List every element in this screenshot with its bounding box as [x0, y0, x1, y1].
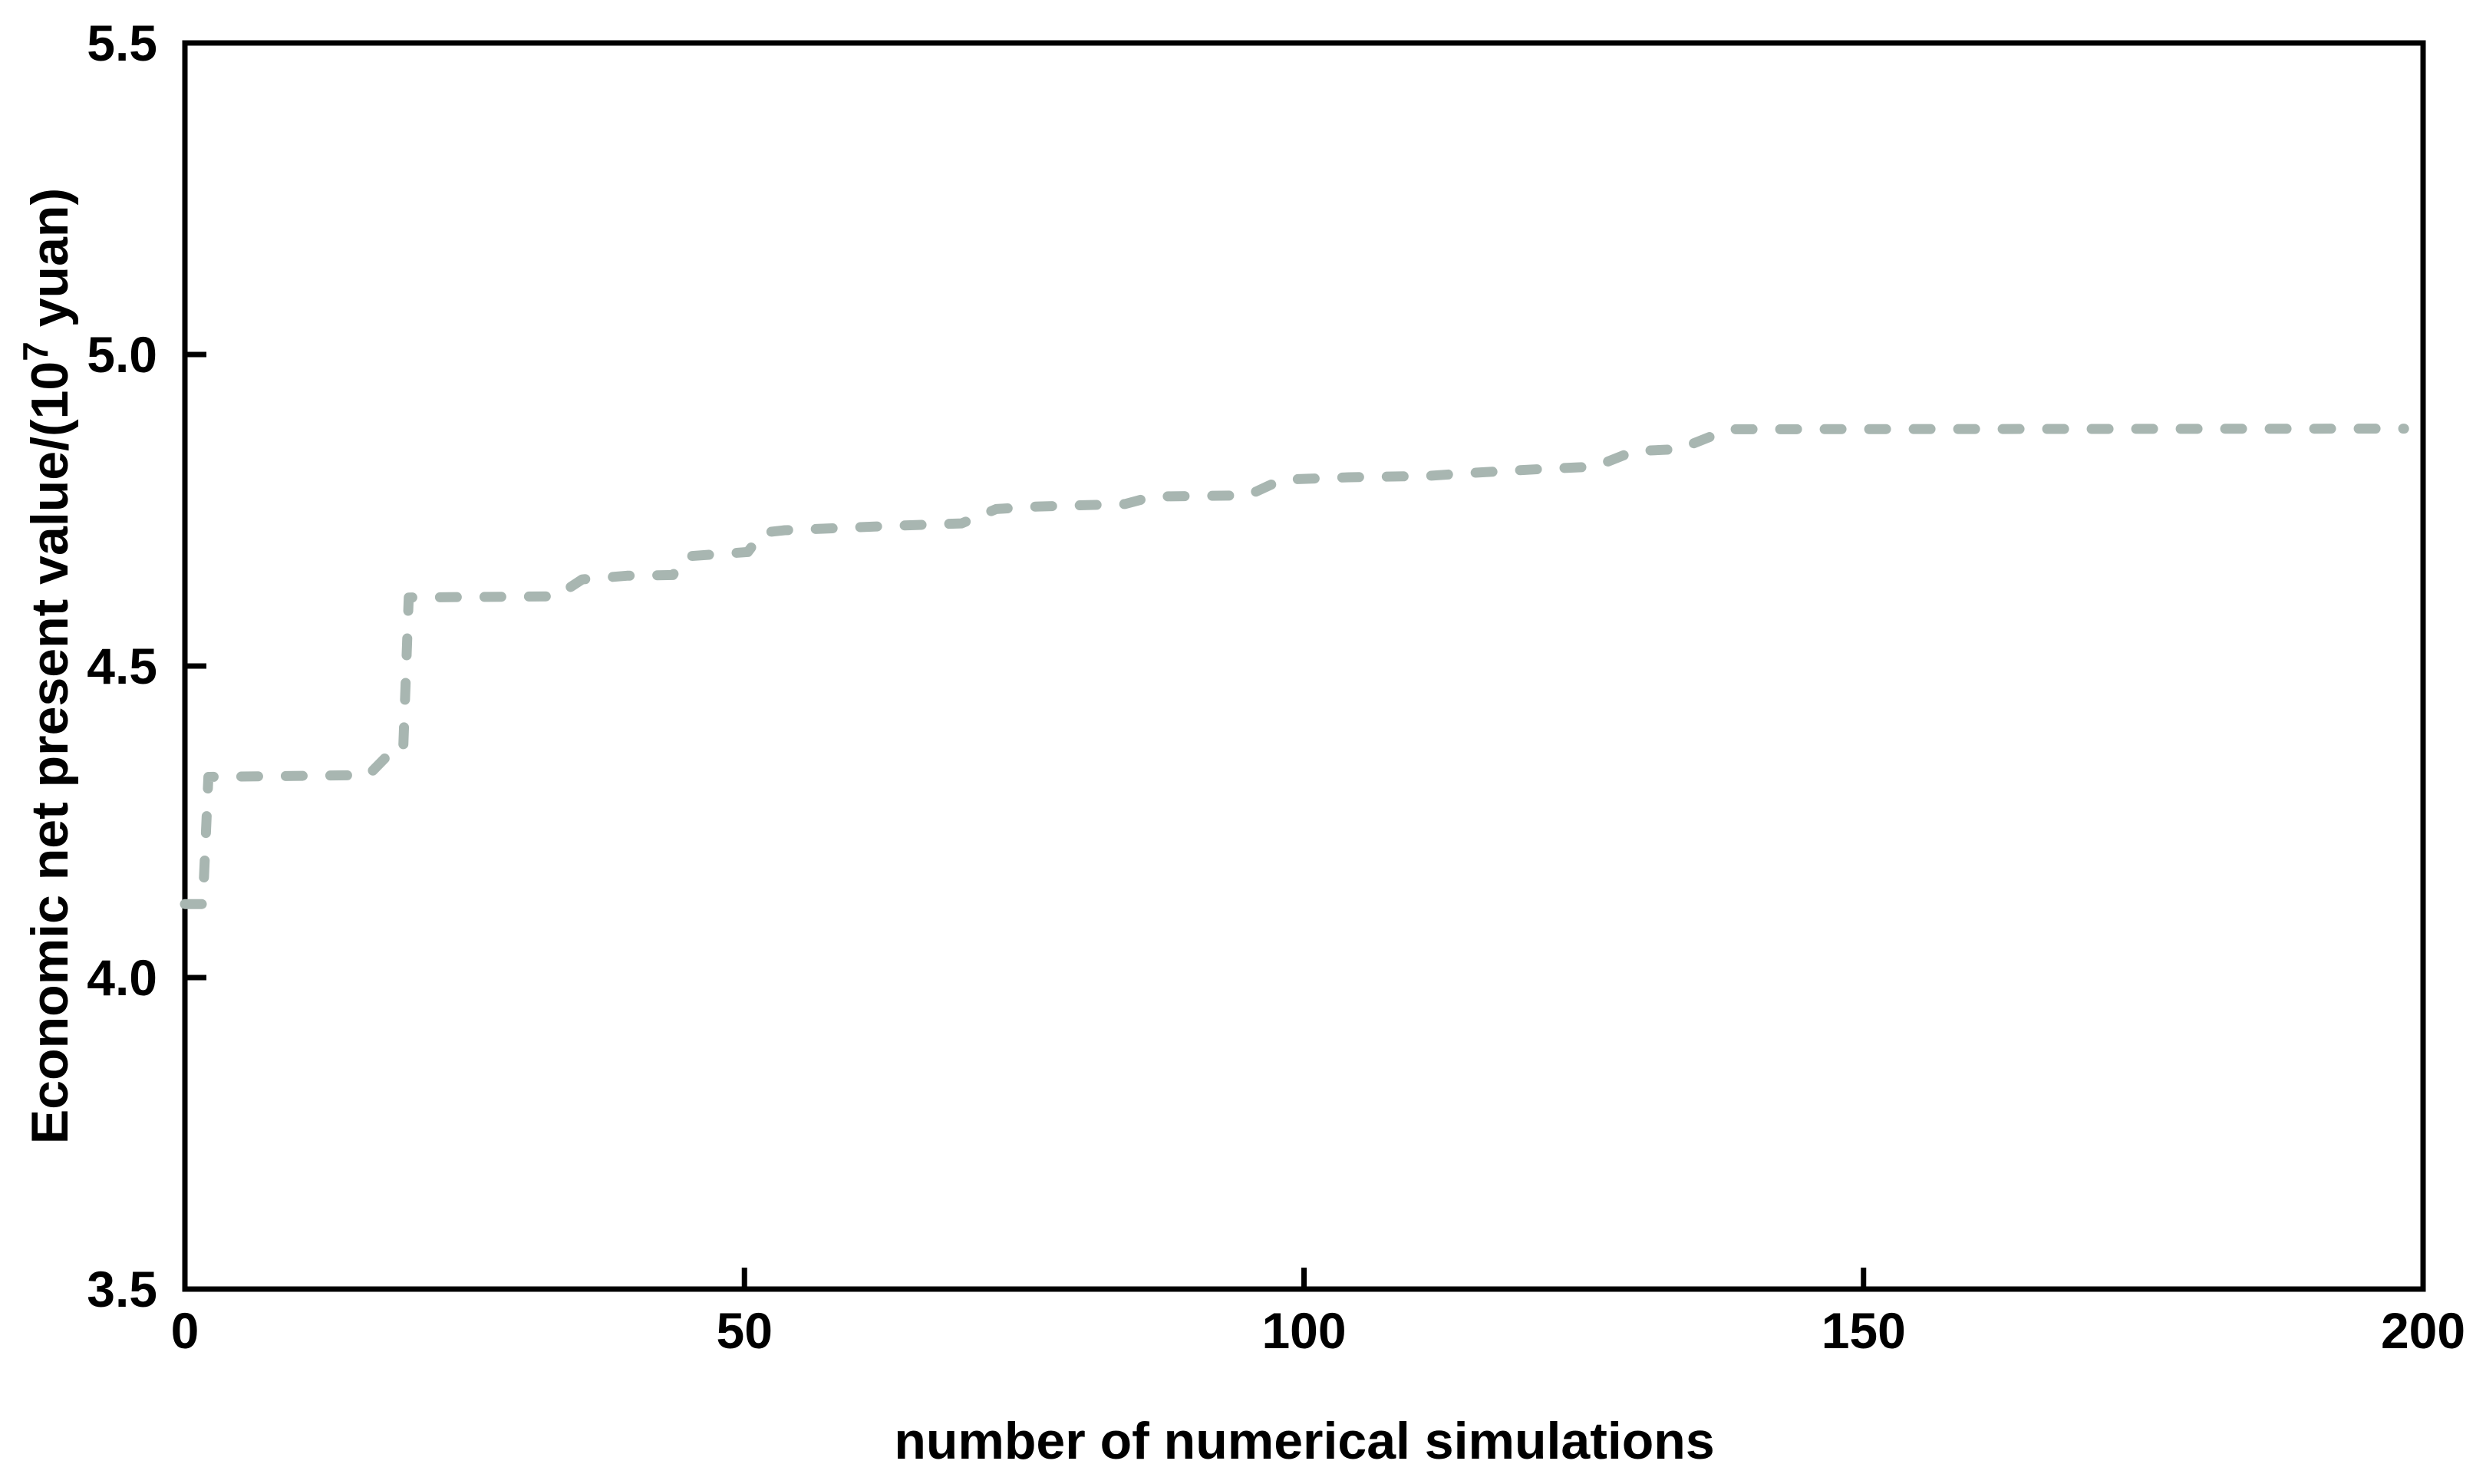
x-tick-label: 200 — [2381, 1302, 2465, 1359]
y-tick-label: 4.0 — [87, 949, 157, 1006]
x-axis-title: number of numerical simulations — [894, 1412, 1714, 1470]
x-tick-label: 100 — [1261, 1302, 1346, 1359]
y-tick-label: 4.5 — [87, 638, 157, 694]
x-tick-label: 50 — [717, 1302, 773, 1359]
y-axis-title: Economic net present value/(107 yuan) — [15, 188, 79, 1144]
y-tick-label: 5.5 — [87, 15, 157, 71]
series-line — [180, 424, 2409, 909]
x-tick-label: 0 — [171, 1302, 199, 1359]
plot-area: 0 50 100 150 200 3.5 4.0 4.5 5.0 5.5 — [87, 15, 2465, 1359]
x-tick-label: 150 — [1822, 1302, 1906, 1359]
y-tick-label: 3.5 — [87, 1261, 157, 1317]
plot-frame — [182, 40, 2426, 1292]
y-tick-label: 5.0 — [87, 326, 157, 383]
